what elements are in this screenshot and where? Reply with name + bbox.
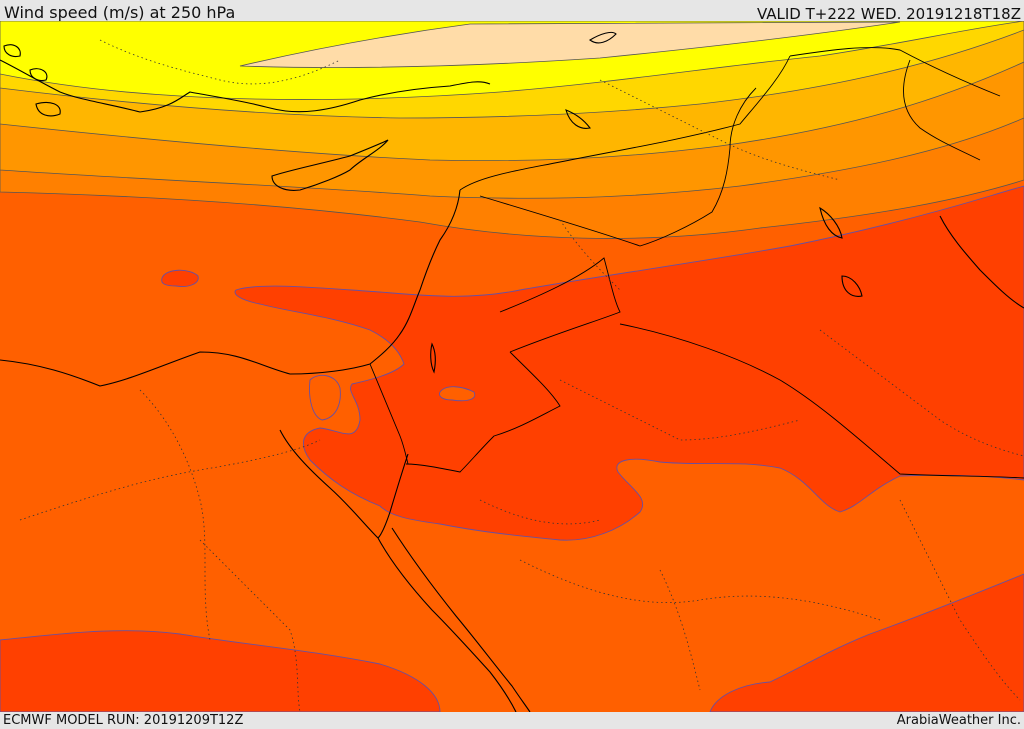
band-orange-islet-1 <box>309 374 341 421</box>
province-lines <box>19 39 1024 712</box>
band-red-core <box>234 185 1024 541</box>
band-orange-islet-2 <box>439 386 476 402</box>
band-palest <box>239 21 901 68</box>
map-header: Wind speed (m/s) at 250 hPa VALID T+222 … <box>0 0 1024 23</box>
map-canvas <box>0 21 1024 712</box>
valid-time-label: VALID T+222 WED. 20191218T18Z <box>756 5 1021 23</box>
credit-label: ArabiaWeather Inc. <box>896 713 1021 728</box>
band-red-southeast <box>709 573 1024 712</box>
map-title: Wind speed (m/s) at 250 hPa <box>4 3 236 22</box>
band-red-islet-1 <box>161 269 199 287</box>
country-borders <box>369 47 1024 479</box>
wind-speed-map <box>0 21 1024 712</box>
coastlines <box>0 31 1024 712</box>
map-footer: ECMWF MODEL RUN: 20191209T12Z ArabiaWeat… <box>0 712 1024 729</box>
band-red-south <box>0 630 441 712</box>
model-run-label: ECMWF MODEL RUN: 20191209T12Z <box>3 713 244 728</box>
